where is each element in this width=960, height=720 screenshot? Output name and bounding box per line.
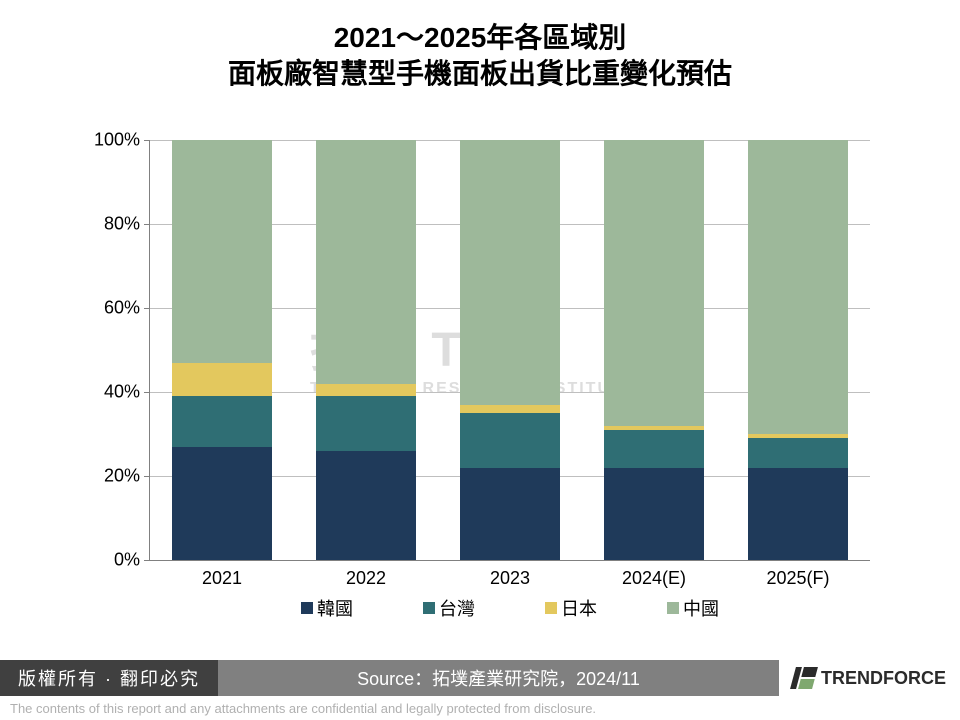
title-line2: 面板廠智慧型手機面板出貨比重變化預估 [0, 56, 960, 92]
plot-region: 0%20%40%60%80%100%2021202220232024(E)202… [150, 140, 870, 560]
bar-group [604, 140, 704, 560]
bar-segment [460, 405, 560, 413]
legend-label: 中國 [683, 595, 719, 621]
bar-segment [748, 438, 848, 467]
x-axis-label: 2023 [440, 568, 580, 589]
chart-title: 2021～2025年各區域別 面板廠智慧型手機面板出貨比重變化預估 [0, 0, 960, 93]
y-tick [144, 308, 150, 309]
legend-swatch [667, 602, 679, 614]
bar-segment [172, 140, 272, 363]
legend-swatch [545, 602, 557, 614]
x-axis-label: 2021 [152, 568, 292, 589]
y-axis-label: 100% [80, 130, 140, 151]
bar-segment [316, 396, 416, 451]
y-axis-label: 0% [80, 550, 140, 571]
bar-segment [604, 468, 704, 560]
legend-swatch [423, 602, 435, 614]
y-axis-line [149, 140, 150, 560]
title-line1: 2021～2025年各區域別 [0, 20, 960, 56]
bar-segment [748, 434, 848, 438]
bar-segment [316, 384, 416, 397]
bar-segment [172, 363, 272, 397]
legend: 韓國 台灣 日本 中國 [150, 595, 870, 621]
bar-segment [460, 140, 560, 405]
bar-segment [748, 468, 848, 560]
y-tick [144, 560, 150, 561]
trendforce-icon [790, 667, 818, 689]
bar-segment [460, 413, 560, 468]
footer-bar: 版權所有 · 翻印必究 Source：拓墣產業研究院，2024/11 TREND… [0, 660, 960, 696]
bar-segment [316, 140, 416, 384]
bar-segment [316, 451, 416, 560]
bar-segment [460, 468, 560, 560]
legend-label: 韓國 [317, 595, 353, 621]
legend-item: 日本 [545, 595, 597, 621]
y-axis-label: 60% [80, 298, 140, 319]
bar-group [748, 140, 848, 560]
bar-segment [604, 140, 704, 426]
y-axis-label: 40% [80, 382, 140, 403]
y-axis-label: 80% [80, 214, 140, 235]
y-tick [144, 224, 150, 225]
y-tick [144, 476, 150, 477]
stacked-bar-chart: 0%20%40%60%80%100%2021202220232024(E)202… [150, 140, 870, 560]
x-axis-label: 2025(F) [728, 568, 868, 589]
bar-group [460, 140, 560, 560]
y-axis-label: 20% [80, 466, 140, 487]
legend-item: 中國 [667, 595, 719, 621]
x-axis-line [150, 560, 870, 561]
bar-group [172, 140, 272, 560]
bar-segment [172, 396, 272, 446]
legend-item: 台灣 [423, 595, 475, 621]
copyright-label: 版權所有 · 翻印必究 [0, 660, 218, 696]
disclaimer-text: The contents of this report and any atta… [10, 701, 596, 716]
bar-group [316, 140, 416, 560]
legend-swatch [301, 602, 313, 614]
bar-segment [604, 430, 704, 468]
legend-label: 台灣 [439, 595, 475, 621]
y-tick [144, 392, 150, 393]
x-axis-label: 2024(E) [584, 568, 724, 589]
y-tick [144, 140, 150, 141]
source-label: Source：拓墣產業研究院，2024/11 [218, 665, 779, 691]
brand-text: TRENDFORCE [821, 668, 946, 689]
brand-logo: TRENDFORCE [779, 660, 960, 696]
bar-segment [172, 447, 272, 560]
x-axis-label: 2022 [296, 568, 436, 589]
legend-item: 韓國 [301, 595, 353, 621]
bar-segment [748, 140, 848, 434]
legend-label: 日本 [561, 595, 597, 621]
bar-segment [604, 426, 704, 430]
